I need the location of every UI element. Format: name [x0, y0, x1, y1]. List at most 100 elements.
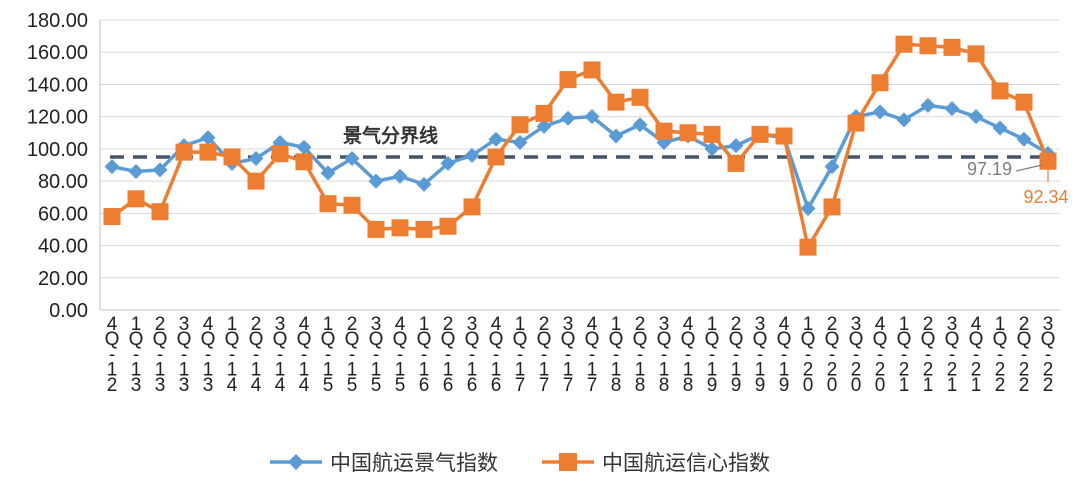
data-point-diamond: [392, 168, 408, 184]
data-point-square: [343, 196, 361, 214]
x-tick-label: 4 Q -2 0: [873, 314, 888, 396]
threshold-label: 景气分界线: [343, 124, 438, 147]
data-point-square: [319, 195, 337, 213]
data-point-square: [223, 148, 241, 166]
data-point-square: [727, 154, 745, 172]
data-point-square: [631, 88, 649, 106]
data-point-square: [679, 124, 697, 142]
data-point-square: [775, 127, 793, 145]
data-point-square: [127, 190, 145, 208]
y-tick-label: 40.00: [38, 236, 88, 258]
x-tick-label: 4 Q -1 8: [681, 314, 696, 396]
x-tick-label: 1 Q -1 4: [225, 314, 240, 396]
data-point-square: [847, 114, 865, 132]
data-point-square: [463, 198, 481, 216]
data-point-square: [751, 125, 769, 143]
data-point-square: [535, 104, 553, 122]
x-tick-label: 3 Q -2 0: [849, 314, 864, 396]
data-point-diamond: [872, 104, 888, 120]
data-point-square: [991, 82, 1009, 100]
x-tick-label: 1 Q -2 2: [993, 314, 1008, 396]
data-point-square: [439, 217, 457, 235]
legend-marker-diamond: [288, 454, 304, 470]
legend-marker-square: [559, 453, 577, 471]
data-point-square: [1015, 93, 1033, 111]
y-tick-label: 80.00: [38, 171, 88, 193]
data-point-diamond: [896, 112, 912, 128]
x-tick-label: 2 Q -1 4: [249, 314, 264, 396]
data-point-square: [919, 37, 937, 55]
data-point-diamond: [128, 163, 144, 179]
end-label-series-2: 92.34: [1023, 187, 1068, 207]
data-point-diamond: [440, 155, 456, 171]
x-tick-label: 3 Q -1 5: [369, 314, 384, 396]
end-label-leader: [1015, 164, 1043, 172]
y-tick-label: 140.00: [27, 74, 88, 96]
x-tick-label: 2 Q -1 9: [729, 314, 744, 396]
y-tick-label: 160.00: [27, 42, 88, 64]
data-point-diamond: [536, 118, 552, 134]
data-point-diamond: [1016, 131, 1032, 147]
x-tick-label: 1 Q -1 6: [417, 314, 432, 396]
x-tick-label: 2 Q -2 2: [1017, 314, 1032, 396]
data-point-diamond: [200, 130, 216, 146]
data-point-square: [799, 238, 817, 256]
data-point-diamond: [104, 159, 120, 175]
x-tick-label: 2 Q -1 6: [441, 314, 456, 396]
y-tick-label: 120.00: [27, 107, 88, 129]
x-tick-label: 2 Q -1 7: [537, 314, 552, 396]
x-tick-label: 3 Q -1 7: [561, 314, 576, 396]
x-tick-label: 1 Q -1 7: [513, 314, 528, 396]
x-tick-label: 3 Q -1 6: [465, 314, 480, 396]
x-tick-label: 4 Q -1 3: [201, 314, 216, 396]
data-point-diamond: [824, 159, 840, 175]
x-tick-label: 3 Q -1 4: [273, 314, 288, 396]
data-point-square: [271, 145, 289, 163]
data-point-square: [511, 116, 529, 134]
x-tick-label: 1 Q -1 5: [321, 314, 336, 396]
y-tick-label: 100.00: [27, 139, 88, 161]
data-point-diamond: [992, 120, 1008, 136]
y-tick-label: 180.00: [27, 10, 88, 32]
data-point-square: [823, 198, 841, 216]
x-tick-label: 4 Q -1 5: [393, 314, 408, 396]
data-point-diamond: [560, 110, 576, 126]
y-tick-label: 60.00: [38, 203, 88, 225]
series-line-1: [111, 103, 1049, 211]
data-point-diamond: [944, 101, 960, 117]
data-point-square: [967, 45, 985, 63]
data-point-diamond: [248, 151, 264, 167]
x-tick-label: 4 Q -1 6: [489, 314, 504, 396]
data-point-square: [607, 93, 625, 111]
x-tick-label: 3 Q -1 8: [657, 314, 672, 396]
data-point-diamond: [464, 147, 480, 163]
x-tick-label: 2 Q -1 8: [633, 314, 648, 396]
x-tick-label: 4 Q -1 4: [297, 314, 312, 396]
x-tick-label: 3 Q -1 9: [753, 314, 768, 396]
series-line-2: [110, 42, 1050, 249]
y-tick-label: 0.00: [49, 300, 88, 322]
data-point-diamond: [608, 128, 624, 144]
data-point-diamond: [368, 173, 384, 189]
data-point-square: [295, 153, 313, 171]
data-point-diamond: [704, 141, 720, 157]
x-tick-label: 1 Q -2 0: [801, 314, 816, 396]
x-tick-label: 2 Q -1 5: [345, 314, 360, 396]
end-label-series-1: 97.19: [967, 159, 1012, 179]
data-point-square: [559, 71, 577, 89]
data-point-diamond: [488, 131, 504, 147]
data-point-diamond: [728, 138, 744, 154]
x-tick-label: 4 Q -2 1: [969, 314, 984, 396]
y-tick-label: 20.00: [38, 268, 88, 290]
x-tick-label: 3 Q -2 2: [1041, 314, 1056, 396]
x-tick-label: 4 Q -1 7: [585, 314, 600, 396]
x-tick-label: 4 Q -1 9: [777, 314, 792, 396]
x-tick-label: 2 Q -2 1: [921, 314, 936, 396]
data-point-diamond: [320, 165, 336, 181]
data-point-diamond: [416, 176, 432, 192]
data-point-diamond: [344, 151, 360, 167]
legend-label-2: 中国航运信心指数: [602, 451, 770, 475]
data-point-diamond: [632, 117, 648, 133]
data-point-diamond: [152, 162, 168, 178]
data-point-square: [391, 219, 409, 237]
